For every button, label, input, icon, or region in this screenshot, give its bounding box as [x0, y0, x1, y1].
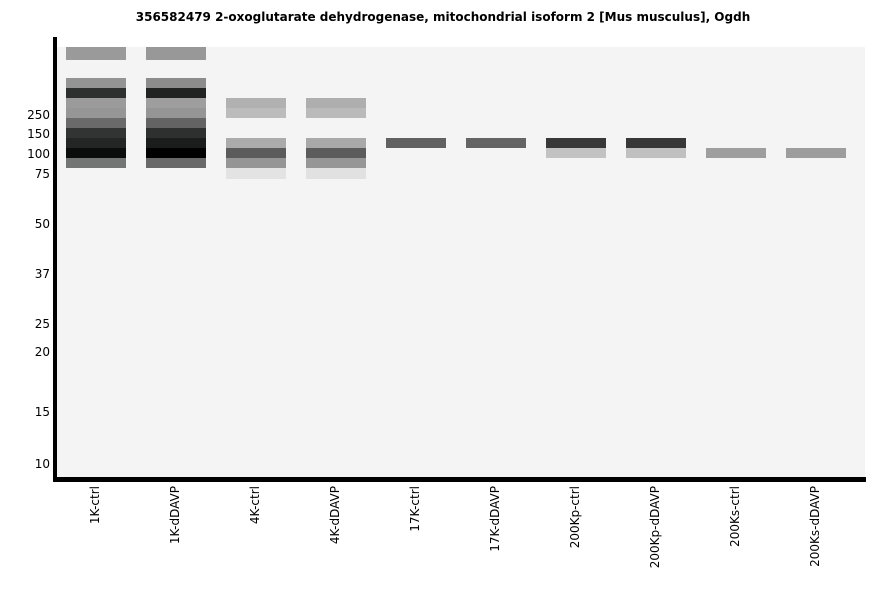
gel-band: [546, 148, 606, 158]
x-lane-label: 1K-ctrl: [88, 486, 102, 525]
gel-band: [146, 128, 206, 138]
x-lane-label: 17K-dDAVP: [488, 486, 502, 552]
x-lane-label: 4K-ctrl: [248, 486, 262, 525]
gel-band: [226, 108, 286, 118]
y-tick-label: 15: [34, 405, 50, 419]
gel-band: [66, 128, 126, 138]
gel-band: [226, 98, 286, 108]
gel-band: [226, 148, 286, 158]
gel-band: [66, 118, 126, 128]
gel-band: [146, 78, 206, 88]
gel-band: [626, 138, 686, 148]
gel-band: [226, 158, 286, 168]
y-tick-label: 20: [34, 345, 50, 359]
x-lane-label: 200Ks-dDAVP: [808, 486, 822, 567]
y-tick-label: 50: [34, 217, 50, 231]
gel-band: [466, 138, 526, 148]
gel-band: [66, 78, 126, 88]
gel-band: [146, 108, 206, 118]
y-tick-label: 37: [34, 267, 50, 281]
gel-band: [706, 148, 766, 158]
gel-band: [66, 108, 126, 118]
gel-band: [146, 98, 206, 108]
gel-band: [66, 47, 126, 60]
gel-band: [306, 108, 366, 118]
x-axis-line: [53, 477, 866, 482]
gel-band: [306, 148, 366, 158]
gel-band: [66, 158, 126, 168]
y-tick-label: 10: [34, 457, 50, 471]
x-lane-label: 200Kp-dDAVP: [648, 486, 662, 569]
gel-band: [146, 118, 206, 128]
gel-band: [306, 138, 366, 148]
gel-band: [226, 138, 286, 148]
x-lane-label: 1K-dDAVP: [168, 486, 182, 545]
y-tick-label: 100: [27, 147, 50, 161]
x-lane-label: 4K-dDAVP: [328, 486, 342, 545]
gel-band: [306, 168, 366, 179]
gel-band: [66, 88, 126, 98]
x-lane-label: 200Ks-ctrl: [728, 486, 742, 547]
y-tick-label: 250: [27, 108, 50, 122]
gel-band: [386, 138, 446, 148]
gel-band: [306, 158, 366, 168]
y-axis-line: [53, 37, 57, 482]
gel-band: [626, 148, 686, 158]
gel-band: [146, 88, 206, 98]
gel-band: [306, 98, 366, 108]
gel-band: [66, 138, 126, 148]
gel-band: [146, 47, 206, 60]
gel-band: [146, 158, 206, 168]
gel-band: [146, 148, 206, 158]
gel-band: [146, 138, 206, 148]
x-lane-label: 17K-ctrl: [408, 486, 422, 532]
gel-band: [226, 168, 286, 179]
gel-band: [66, 148, 126, 158]
gel-band: [66, 98, 126, 108]
x-lane-label: 200Kp-ctrl: [568, 486, 582, 549]
y-tick-label: 25: [34, 317, 50, 331]
y-tick-label: 75: [34, 167, 50, 181]
y-tick-label: 150: [27, 127, 50, 141]
gel-band: [786, 148, 846, 158]
gel-band: [546, 138, 606, 148]
chart-title: 356582479 2-oxoglutarate dehydrogenase, …: [135, 10, 751, 24]
